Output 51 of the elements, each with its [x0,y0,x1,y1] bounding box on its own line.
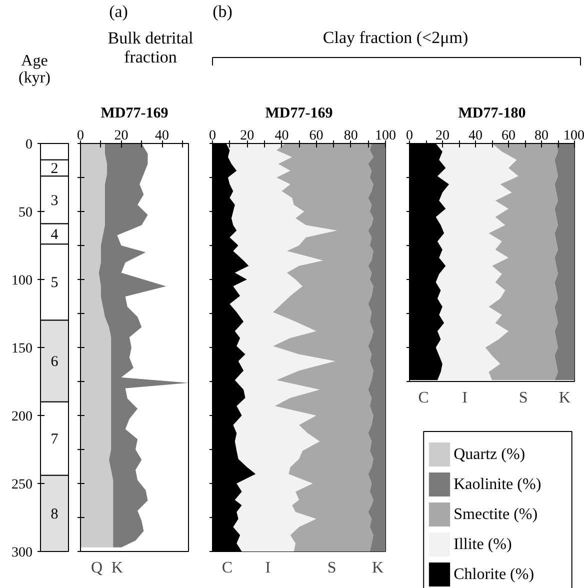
annotation: 5 [50,275,58,292]
legend-label: Quartz (%) [454,446,526,463]
y-axis-title: Age (kyr) [18,52,50,86]
x-tick-label: 20 [114,128,128,144]
annotation: 7 [50,432,59,448]
x-tick-label: 40 [468,128,482,144]
chart-subtitle: MD77-169 [265,106,333,122]
y-tick-label: 300 [12,546,32,560]
x-tick-label: 20 [240,128,254,144]
legend-label: Smectite (%) [454,506,538,523]
x-tick-label: 100 [375,128,396,144]
text: K [111,560,124,576]
text: (a) [109,2,128,21]
x-tick-label: 40 [274,128,289,144]
annotation: 4 [50,226,59,243]
chart-subtitle: MD77-169 [100,106,168,122]
legend-label: Illite (%) [454,536,512,553]
x-tick-label: 80 [534,128,548,144]
y-tick-label: 150 [12,342,32,356]
text: C [418,390,429,406]
text: K [558,390,571,406]
text: (b) [212,2,232,21]
annotation: 2 [50,160,58,177]
annotation: 3 [50,192,58,209]
text: S [518,390,528,406]
x-tick-label: 20 [436,128,450,144]
x-tick-label: 0 [209,128,216,144]
legend-label: Chlorite (%) [454,566,534,583]
annotation: 8 [50,506,58,522]
chart-title: Clay fraction (<2μm) [322,28,468,47]
x-tick-label: 100 [564,128,584,144]
y-tick-label: 250 [12,478,32,492]
legend-label: Kaolinite (%) [454,476,542,493]
annotation: 6 [50,354,59,370]
x-tick-label: 0 [77,128,84,144]
text: K [372,560,384,576]
x-tick-label: 80 [344,128,358,144]
y-tick-label: 50 [18,206,32,220]
y-tick-label: 200 [12,410,32,424]
text: S [327,560,336,576]
x-tick-label: 60 [309,128,324,144]
x-tick-label: 0 [406,128,413,144]
chart-title: Bulk detrital fraction [108,28,194,66]
text: Q [91,560,104,576]
x-tick-label: 40 [155,128,170,144]
y-tick-label: 100 [12,274,32,288]
x-tick-label: 60 [502,128,516,144]
text: I [265,560,271,576]
text: I [462,390,468,406]
text: C [222,560,233,576]
chart-subtitle: MD77-180 [458,106,526,122]
